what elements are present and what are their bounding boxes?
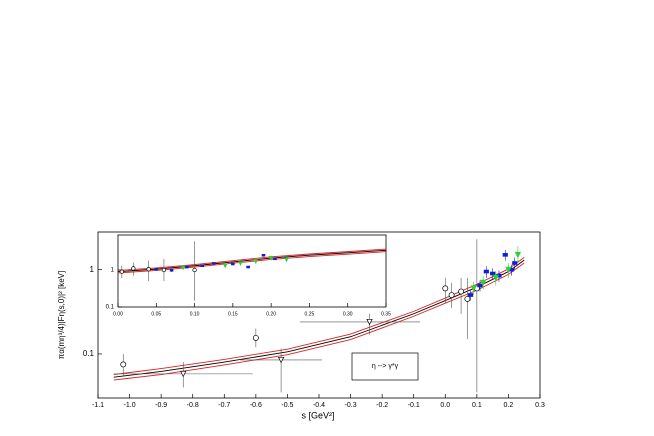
marker [512, 261, 518, 265]
curve [117, 248, 387, 271]
marker [483, 269, 489, 274]
marker [180, 265, 186, 271]
x-axis-label: s [GeV²] [301, 410, 334, 420]
marker [470, 285, 477, 292]
x-tick-label: -0.4 [313, 402, 325, 409]
marker [477, 283, 483, 288]
x-tick-label: -0.1 [408, 402, 420, 409]
marker [119, 269, 124, 274]
x-tick-label: -0.6 [250, 402, 262, 409]
y-tick-label: 0.1 [106, 305, 115, 311]
marker [185, 265, 189, 269]
marker [508, 267, 515, 272]
marker [231, 262, 235, 266]
marker [514, 251, 522, 259]
marker [169, 269, 174, 272]
marker [502, 253, 508, 257]
x-tick-label: 0.10 [190, 311, 200, 317]
marker [253, 259, 259, 265]
marker [146, 267, 151, 272]
marker [161, 267, 167, 273]
marker [273, 257, 277, 261]
x-tick-label: -0.2 [376, 402, 388, 409]
marker [246, 265, 250, 269]
x-tick-label: 0.35 [381, 311, 391, 317]
marker [192, 267, 197, 273]
marker [120, 361, 127, 368]
x-tick-label: -0.7 [218, 402, 230, 409]
legend-text: η --> γ*γ [372, 363, 399, 370]
x-tick-label: 0.20 [266, 311, 276, 317]
marker [222, 263, 228, 269]
curve [113, 259, 525, 378]
x-tick-label: -0.8 [187, 402, 199, 409]
x-tick-label: 0.05 [151, 311, 161, 317]
x-tick-label: 0.2 [504, 402, 514, 409]
x-tick-label: -1.1 [92, 402, 104, 409]
marker [448, 292, 455, 298]
marker [252, 334, 259, 341]
marker [442, 285, 449, 292]
marker [366, 318, 373, 326]
marker [496, 273, 502, 278]
marker [480, 279, 487, 287]
marker [268, 255, 274, 261]
x-tick-label: -0.3 [345, 402, 357, 409]
x-tick-label: 0.0 [440, 402, 450, 409]
x-tick-label: 0.30 [343, 311, 353, 317]
marker [180, 370, 187, 378]
x-tick-label: -1.0 [124, 402, 136, 409]
marker [277, 356, 285, 364]
marker [505, 266, 512, 274]
legend-box [351, 352, 419, 381]
marker [211, 262, 216, 265]
x-tick-label: 0.25 [305, 311, 315, 317]
marker [154, 267, 159, 271]
plot-frame [117, 234, 387, 308]
marker [200, 264, 205, 268]
y-tick-label: 1 [90, 265, 95, 274]
marker [238, 261, 243, 267]
marker [458, 288, 465, 295]
y-tick-label: 1 [111, 268, 115, 274]
y-tick-label: 0.1 [83, 349, 95, 358]
y-axis-label: πα(mη³/4)|Fη(s,0)|² [keV] [57, 271, 66, 359]
marker [284, 257, 289, 263]
marker [467, 293, 474, 297]
x-tick-label: 0.15 [228, 311, 238, 317]
marker [131, 266, 136, 271]
marker [261, 253, 266, 257]
marker [464, 295, 471, 302]
marker [492, 274, 499, 282]
x-tick-label: -0.9 [155, 402, 167, 409]
x-tick-label: 0.00 [113, 311, 123, 317]
curve [113, 262, 525, 381]
x-tick-label: 0.3 [535, 402, 545, 409]
x-tick-label: -0.5 [281, 402, 293, 409]
marker [490, 271, 496, 276]
x-tick-label: 0.1 [472, 402, 482, 409]
